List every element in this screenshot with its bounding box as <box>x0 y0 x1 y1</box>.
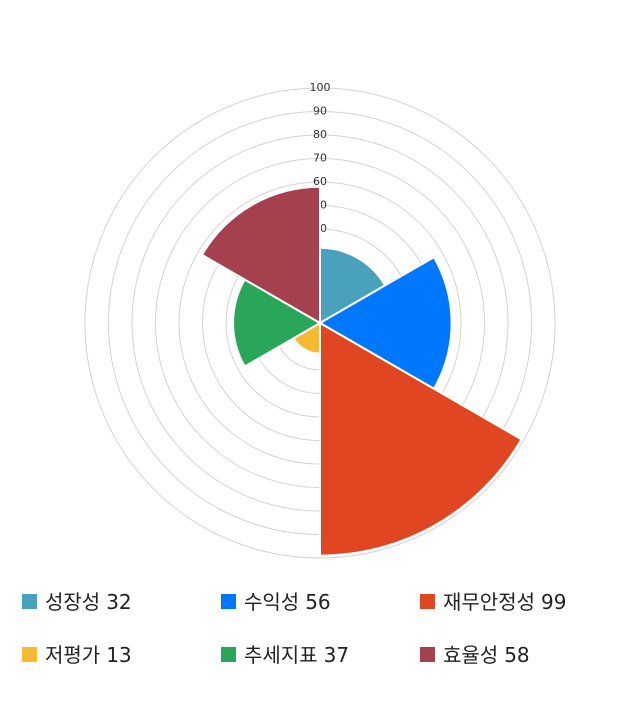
legend-value: 58 <box>504 643 529 667</box>
legend-swatch <box>420 647 435 662</box>
legend-value: 13 <box>106 643 131 667</box>
legend-swatch <box>22 594 37 609</box>
legend-label: 수익성 56 <box>244 590 331 614</box>
r-tick-label: 90 <box>313 105 327 118</box>
legend-swatch <box>22 647 37 662</box>
legend-name: 재무안정성 <box>443 590 535 614</box>
sector <box>319 246 387 325</box>
legend-swatch <box>420 594 435 609</box>
legend-name: 성장성 <box>45 590 100 614</box>
legend-value: 56 <box>305 590 330 614</box>
legend-label: 저평가 13 <box>45 643 132 667</box>
legend-name: 추세지표 <box>244 643 318 667</box>
legend-swatch <box>221 594 236 609</box>
legend-name: 저평가 <box>45 643 100 667</box>
legend-name: 효율성 <box>443 643 498 667</box>
legend-label: 성장성 32 <box>45 590 132 614</box>
legend-label: 재무안정성 99 <box>443 590 566 614</box>
sector <box>200 185 321 325</box>
r-tick-label: 100 <box>310 81 331 94</box>
legend-value: 32 <box>106 590 131 614</box>
legend-label: 효율성 58 <box>443 643 530 667</box>
r-tick-label: 60 <box>313 175 327 188</box>
sector <box>232 278 323 368</box>
legend-label: 추세지표 37 <box>244 643 349 667</box>
sector <box>317 255 453 391</box>
r-tick-label: 80 <box>313 128 327 141</box>
grid-ring <box>84 87 556 559</box>
legend-swatch <box>221 647 236 662</box>
legend-value: 99 <box>541 590 566 614</box>
legend-value: 37 <box>324 643 349 667</box>
legend-name: 수익성 <box>244 590 299 614</box>
sector <box>319 321 523 557</box>
r-tick-label: 70 <box>313 152 327 165</box>
